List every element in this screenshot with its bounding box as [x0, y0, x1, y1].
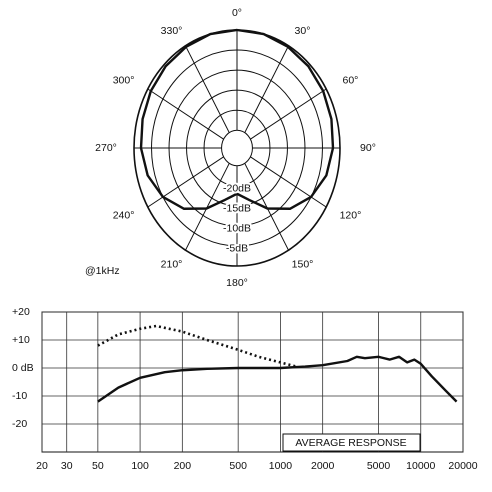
angle-label: 240°	[113, 209, 135, 221]
x-tick-label: 100	[131, 460, 149, 472]
x-tick-label: 1000	[269, 460, 293, 472]
x-tick-label: 20	[36, 460, 48, 472]
spoke	[250, 156, 327, 208]
ring	[203, 109, 271, 187]
y-tick-label: 0 dB	[12, 362, 34, 374]
spoke	[147, 88, 224, 140]
plot-frame	[41, 311, 464, 453]
x-tick-label: 30	[61, 460, 73, 472]
response-line	[97, 355, 458, 403]
angle-label: 90°	[360, 142, 376, 154]
angle-label: 150°	[292, 259, 314, 271]
polar-curve	[139, 28, 335, 210]
spoke	[244, 163, 289, 251]
ring	[151, 49, 323, 247]
r-tick-label: -5dB	[226, 243, 248, 255]
annotation: @1kHz	[85, 265, 120, 277]
annotation: AVERAGE RESPONSE	[295, 437, 406, 449]
x-tick-label: 20000	[448, 460, 477, 472]
angle-label: 330°	[161, 25, 183, 37]
angle-label: 270°	[95, 142, 117, 154]
x-tick-label: 10000	[406, 460, 435, 472]
y-tick-label: -10	[12, 390, 27, 402]
y-tick-label: +20	[12, 306, 30, 318]
x-tick-label: 50	[92, 460, 104, 472]
ring	[168, 69, 306, 227]
ring	[186, 89, 288, 207]
spoke	[185, 163, 230, 251]
y-tick-label: -20	[12, 418, 27, 430]
x-tick-label: 200	[174, 460, 192, 472]
r-tick-label: -10dB	[223, 223, 251, 235]
angle-label: 300°	[113, 74, 135, 86]
r-tick-label: -15dB	[223, 203, 251, 215]
response-line	[97, 324, 297, 368]
spoke	[244, 45, 289, 133]
angle-label: 180°	[226, 277, 248, 289]
r-tick-label: -20dB	[223, 183, 251, 195]
angle-label: 60°	[343, 74, 359, 86]
y-tick-label: +10	[12, 334, 30, 346]
angle-label: 30°	[295, 25, 311, 37]
spoke	[185, 45, 230, 133]
x-tick-label: 500	[229, 460, 247, 472]
ring	[221, 129, 253, 167]
spoke	[147, 156, 224, 208]
spoke	[250, 88, 327, 140]
angle-label: 120°	[340, 209, 362, 221]
x-tick-label: 2000	[311, 460, 335, 472]
angle-label: 210°	[161, 259, 183, 271]
annotation-box	[282, 433, 421, 452]
x-tick-label: 5000	[367, 460, 391, 472]
angle-label: 0°	[232, 7, 242, 19]
